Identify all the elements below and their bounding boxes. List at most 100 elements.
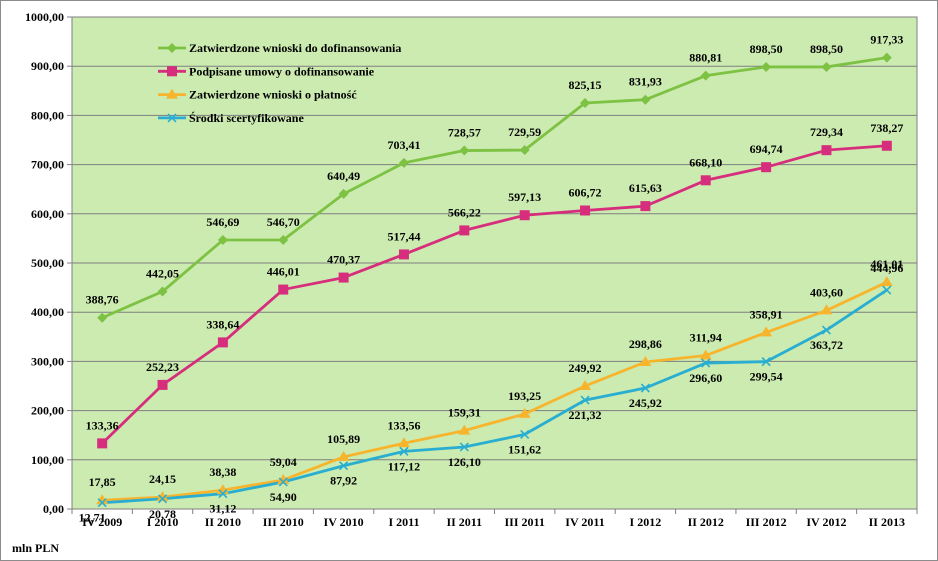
series-markers [96,52,893,508]
x-marker [339,461,349,471]
series-line [102,288,888,505]
data-label: 517,44 [387,229,420,243]
x-marker [218,489,228,499]
triangle-marker [337,450,350,461]
data-label: 20,78 [149,507,176,521]
x-marker [882,285,892,295]
data-label: 193,25 [508,389,541,403]
y-tick-label: 600,00 [31,207,64,221]
data-label: 694,74 [750,142,783,156]
x-marker [580,395,590,405]
x-marker-stroke [459,442,469,452]
x-marker-stroke [97,498,107,508]
triangle-marker [96,494,109,505]
square-marker [157,379,168,390]
y-tick-label: 0,00 [43,502,64,516]
unit-label: mln PLN [12,541,59,555]
x-marker-stroke [701,358,711,368]
x-marker-stroke [761,357,771,367]
y-tick-label: 500,00 [31,256,64,270]
diamond-marker [157,286,168,297]
data-label: 898,50 [750,42,783,56]
x-marker-stroke [278,477,288,487]
data-label: 249,92 [569,361,602,375]
data-label: 442,05 [146,267,179,281]
square-marker [398,249,409,260]
diamond-marker [640,94,651,105]
diamond-marker [97,312,108,323]
triangle-marker [166,88,178,99]
x-tick-label: II 2011 [446,515,482,529]
y-tick-label: 700,00 [31,158,64,172]
triangle-marker [579,380,592,391]
triangle-marker [880,276,893,287]
series-lines [101,56,888,505]
data-label: 668,10 [689,155,722,169]
legend-entry-label: Środki scertyfikowane [189,111,304,125]
x-marker-stroke [167,113,177,123]
data-label: 245,92 [629,396,662,410]
data-label: 299,54 [750,370,783,384]
data-label: 738,27 [870,121,903,135]
y-tick-label: 400,00 [31,305,64,319]
triangle-marker [760,326,773,337]
x-marker [821,325,832,335]
diamond-marker [580,98,591,109]
x-marker [459,442,469,452]
diamond-marker [821,61,832,72]
triangle-marker [820,304,833,315]
square-marker [167,66,177,77]
x-marker [520,429,530,439]
legend-entry-label: Zatwierdzone wnioski do dofinansowania [189,41,401,55]
x-tick-label: IV 2009 [82,515,122,529]
data-label: 898,50 [810,42,843,56]
diamond-marker [338,188,349,199]
x-marker-stroke [520,429,530,439]
data-label: 546,69 [206,215,239,229]
triangle-marker [518,407,531,418]
triangle-marker [639,355,652,366]
diamond-marker [167,43,177,53]
triangle-marker [277,473,290,484]
series-line [101,56,888,320]
x-tick-label: I 2011 [388,515,419,529]
x-tick-label: I 2010 [147,515,179,529]
data-label: 133,36 [86,418,119,432]
data-label: 703,41 [387,138,420,152]
diamond-marker [398,157,409,168]
data-label: 831,93 [629,75,662,89]
y-tick-label: 200,00 [31,404,64,418]
square-marker [97,438,108,449]
data-label: 403,60 [810,285,843,299]
y-tick-label: 800,00 [31,108,64,122]
x-marker [157,494,168,504]
x-marker-stroke [339,461,349,471]
data-label: 338,64 [206,317,239,331]
data-label: 31,12 [209,502,236,516]
diamond-marker [278,235,289,246]
diamond-marker [700,70,711,81]
x-marker [167,113,177,123]
square-marker [761,162,772,173]
data-labels: 388,76 442,05 546,69 546,70 640,49 703,41 728,… [79,33,904,525]
data-label: 597,13 [508,190,541,204]
data-label: 825,15 [569,78,602,92]
data-label: 606,72 [569,185,602,199]
x-marker [399,446,409,456]
data-label: 151,62 [508,442,541,456]
data-label: 12,71 [79,511,106,525]
data-label: 446,01 [267,265,300,279]
x-marker [640,383,650,393]
square-marker [338,272,349,283]
square-marker [640,201,651,212]
data-label: 221,32 [569,408,602,422]
data-label: 615,63 [629,181,662,195]
square-marker [580,205,591,216]
series-line [101,144,887,445]
data-label: 38,38 [209,465,236,479]
data-label: 566,22 [448,205,481,219]
data-label: 159,31 [448,406,481,420]
data-label: 470,37 [327,253,360,267]
x-marker-stroke [580,395,590,405]
data-label: 640,49 [327,169,360,183]
